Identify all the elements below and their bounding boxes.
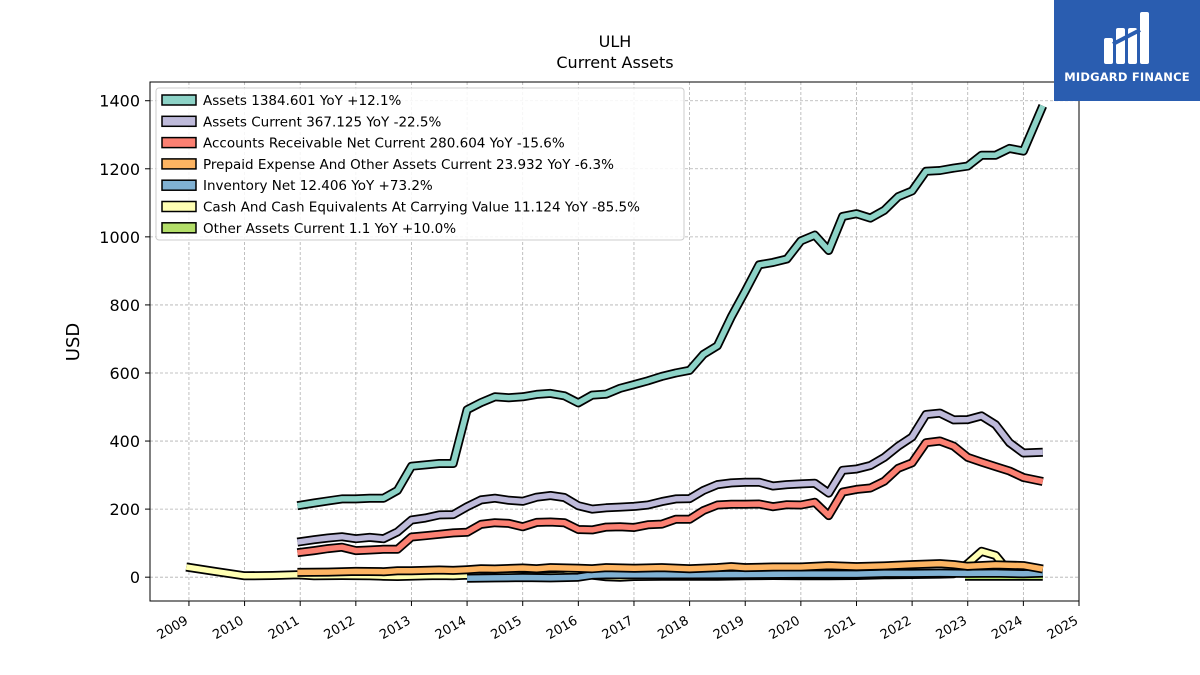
x-tick-label: 2010 <box>210 613 246 643</box>
logo-text: MIDGARD FINANCE <box>1064 70 1190 84</box>
legend-entry: Cash And Cash Equivalents At Carrying Va… <box>203 200 640 216</box>
x-tick-label: 2009 <box>155 613 191 643</box>
plot-frame <box>149 81 1080 602</box>
x-tick-label: 2025 <box>1045 613 1081 643</box>
legend-swatch <box>161 136 197 149</box>
y-tick-label: 400 <box>109 432 140 451</box>
x-tick-label: 2014 <box>433 613 469 643</box>
x-tick-label: 2013 <box>377 613 413 643</box>
x-tick-label: 2020 <box>767 613 803 643</box>
legend-box <box>155 87 685 241</box>
x-tick-label: 2019 <box>711 613 747 643</box>
series-4 <box>467 568 1043 583</box>
legend-entry: Inventory Net 12.406 YoY +73.2% <box>203 178 433 194</box>
legend-entry: Assets 1384.601 YoY +12.1% <box>203 93 402 109</box>
y-tick-label: 600 <box>109 364 140 383</box>
x-tick-label: 2021 <box>822 613 858 643</box>
series-lines <box>185 104 1047 583</box>
legend-swatch <box>161 222 197 234</box>
brand-logo: MIDGARD FINANCE <box>1054 0 1200 101</box>
series-line <box>467 570 1043 581</box>
legend-entry: Accounts Receivable Net Current 280.604 … <box>203 136 565 152</box>
y-tick-label: 1200 <box>99 160 140 179</box>
series-line <box>297 438 1044 556</box>
x-tick-label: 2024 <box>989 613 1025 643</box>
legend-swatch <box>161 115 197 128</box>
series-2 <box>296 436 1044 558</box>
y-tick-label: 1400 <box>99 92 140 111</box>
series-3 <box>297 559 1044 577</box>
chart-subtitle: Current Assets <box>556 53 673 72</box>
series-1 <box>296 408 1043 547</box>
legend-swatch <box>161 158 197 170</box>
y-axis-label: USD <box>63 323 84 361</box>
x-tick-label: 2016 <box>544 613 580 643</box>
y-tick-label: 1000 <box>99 228 140 247</box>
x-tick-label: 2018 <box>655 613 691 643</box>
legend-entry: Prepaid Expense And Other Assets Current… <box>203 157 614 173</box>
series-line <box>296 104 1046 509</box>
series-line <box>297 410 1043 545</box>
y-tick-label: 800 <box>109 296 140 315</box>
series-0 <box>296 104 1047 511</box>
legend-entry: Assets Current 367.125 YoY -22.5% <box>203 114 442 130</box>
series-line <box>297 560 1044 576</box>
legend: Assets 1384.601 YoY +12.1% Assets Current… <box>155 87 685 241</box>
x-tick-label: 2011 <box>266 613 302 643</box>
x-tick-label: 2015 <box>489 613 525 643</box>
legend-swatch <box>161 179 197 191</box>
y-tick-label: 0 <box>130 568 140 587</box>
legend-swatch <box>161 200 197 213</box>
legend-entry: Other Assets Current 1.1 YoY +10.0% <box>203 221 456 237</box>
x-tick-label: 2022 <box>878 613 914 643</box>
x-tick-label: 2017 <box>600 613 636 643</box>
x-tick-label: 2023 <box>934 613 970 643</box>
x-tick-label: 2012 <box>322 613 358 643</box>
legend-swatch <box>161 94 197 106</box>
chart-title: ULH <box>599 32 632 51</box>
y-tick-label: 200 <box>109 500 140 519</box>
logo-mark-icon <box>1104 12 1149 64</box>
